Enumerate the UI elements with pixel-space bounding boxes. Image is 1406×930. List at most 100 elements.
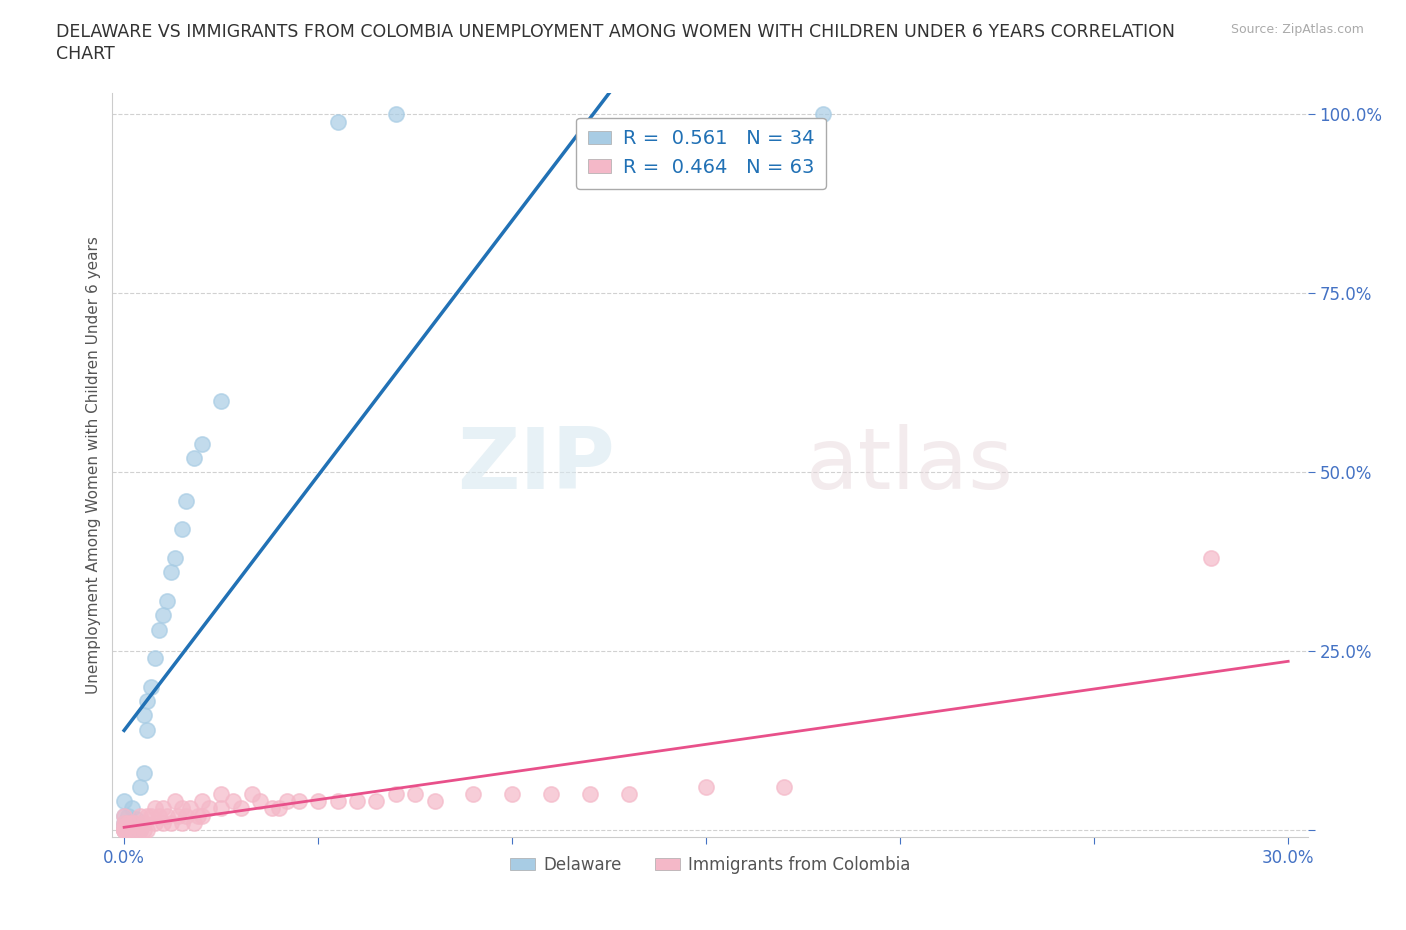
Point — [163, 551, 186, 565]
Text: ZIP: ZIP — [457, 423, 614, 507]
Point — [112, 822, 135, 837]
Point — [117, 816, 139, 830]
Point — [143, 801, 166, 816]
Point — [112, 822, 135, 837]
Point — [159, 816, 181, 830]
Point — [249, 794, 271, 809]
Point — [112, 818, 135, 833]
Point — [172, 522, 194, 537]
Point — [121, 822, 143, 837]
Point — [112, 794, 135, 809]
Point — [128, 822, 150, 837]
Point — [423, 794, 446, 809]
Point — [269, 801, 291, 816]
Point — [1199, 551, 1222, 565]
Text: Source: ZipAtlas.com: Source: ZipAtlas.com — [1230, 23, 1364, 36]
Point — [190, 794, 212, 809]
Point — [695, 779, 717, 794]
Point — [125, 812, 148, 827]
Point — [136, 723, 159, 737]
Point — [174, 493, 197, 508]
Point — [772, 779, 794, 794]
Point — [121, 801, 143, 816]
Point — [112, 808, 135, 823]
Point — [112, 822, 135, 837]
Point — [174, 808, 197, 823]
Point — [117, 822, 139, 837]
Point — [404, 787, 426, 802]
Point — [463, 787, 485, 802]
Point — [190, 808, 212, 823]
Point — [326, 794, 349, 809]
Point — [366, 794, 388, 809]
Point — [112, 816, 135, 830]
Point — [172, 801, 194, 816]
Point — [183, 816, 205, 830]
Point — [179, 801, 201, 816]
Point — [112, 816, 135, 830]
Point — [307, 794, 329, 809]
Point — [112, 818, 135, 833]
Point — [540, 787, 562, 802]
Point — [198, 801, 221, 816]
Y-axis label: Unemployment Among Women with Children Under 6 years: Unemployment Among Women with Children U… — [86, 236, 101, 694]
Point — [121, 816, 143, 830]
Point — [148, 808, 170, 823]
Point — [132, 765, 155, 780]
Point — [346, 794, 368, 809]
Point — [152, 801, 174, 816]
Point — [128, 779, 150, 794]
Point — [384, 787, 406, 802]
Point — [143, 816, 166, 830]
Point — [117, 808, 139, 823]
Point — [117, 822, 139, 837]
Point — [187, 808, 209, 823]
Point — [112, 822, 135, 837]
Point — [132, 708, 155, 723]
Legend: Delaware, Immigrants from Colombia: Delaware, Immigrants from Colombia — [503, 849, 917, 881]
Point — [222, 794, 245, 809]
Point — [117, 816, 139, 830]
Point — [156, 808, 179, 823]
Point — [121, 816, 143, 830]
Point — [148, 622, 170, 637]
Point — [183, 450, 205, 465]
Point — [209, 801, 232, 816]
Point — [240, 787, 263, 802]
Text: atlas: atlas — [806, 423, 1014, 507]
Point — [156, 593, 179, 608]
Point — [152, 816, 174, 830]
Point — [121, 822, 143, 837]
Point — [125, 822, 148, 837]
Point — [136, 808, 159, 823]
Point — [276, 794, 298, 809]
Point — [167, 808, 190, 823]
Point — [125, 822, 148, 837]
Point — [384, 107, 406, 122]
Point — [136, 694, 159, 709]
Point — [132, 816, 155, 830]
Point — [209, 787, 232, 802]
Point — [172, 816, 194, 830]
Point — [501, 787, 523, 802]
Point — [163, 794, 186, 809]
Point — [287, 794, 309, 809]
Point — [141, 808, 163, 823]
Point — [136, 822, 159, 837]
Text: DELAWARE VS IMMIGRANTS FROM COLOMBIA UNEMPLOYMENT AMONG WOMEN WITH CHILDREN UNDE: DELAWARE VS IMMIGRANTS FROM COLOMBIA UNE… — [56, 23, 1175, 41]
Point — [132, 822, 155, 837]
Point — [112, 822, 135, 837]
Point — [260, 801, 283, 816]
Point — [159, 565, 181, 579]
Point — [141, 679, 163, 694]
Point — [128, 808, 150, 823]
Point — [326, 114, 349, 129]
Point — [209, 393, 232, 408]
Point — [128, 822, 150, 837]
Point — [112, 808, 135, 823]
Point — [811, 107, 834, 122]
Point — [190, 436, 212, 451]
Point — [143, 651, 166, 666]
Point — [578, 787, 600, 802]
Point — [152, 608, 174, 623]
